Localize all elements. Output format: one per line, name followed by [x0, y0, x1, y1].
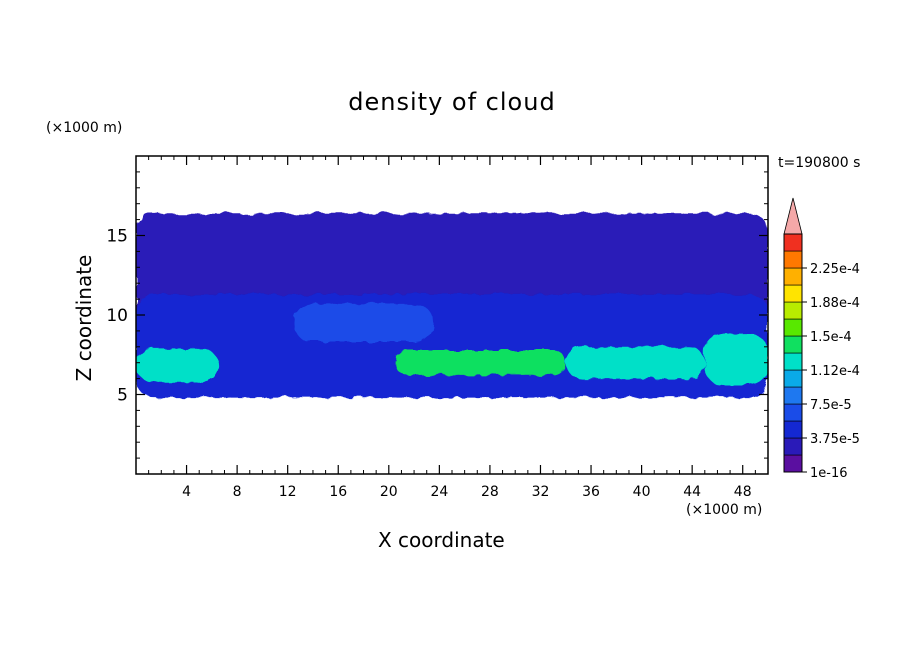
colorbar-label: 1e-16: [810, 466, 848, 481]
y-axis: 5 10 15: [106, 171, 768, 459]
x-tick-label: 4: [182, 484, 191, 500]
y-tick-label: 5: [117, 386, 128, 406]
contour-field: [136, 213, 768, 398]
field-region-6: [565, 346, 705, 379]
x-tick-label: 28: [481, 484, 499, 500]
colorbar-label: 1.88e-4: [810, 296, 860, 311]
field-region-5: [395, 349, 566, 376]
field-region-3: [294, 303, 434, 343]
x-tick-label: 16: [329, 484, 347, 500]
chart-title: density of cloud: [348, 88, 556, 116]
field-region-4: [136, 348, 219, 382]
colorbar-segment: [783, 386, 803, 405]
y-tick-label: 10: [106, 306, 128, 326]
colorbar-extend-arrow: [783, 197, 803, 235]
x-axis-label: X coordinate: [378, 528, 505, 552]
colorbar-segment: [783, 437, 803, 456]
colorbar-segment: [783, 233, 803, 252]
colorbar-label: 1.5e-4: [810, 330, 852, 345]
colorbar-segment: [783, 267, 803, 286]
field-region-2: [136, 294, 768, 398]
colorbar-frame: [783, 233, 803, 473]
colorbar-segment: [783, 369, 803, 388]
y-tick-label: 15: [106, 227, 128, 247]
colorbar-label: 1.12e-4: [810, 364, 860, 379]
x-tick-label: 8: [233, 484, 242, 500]
x-tick-label: 44: [683, 484, 701, 500]
x-unit-label: (×1000 m): [686, 502, 763, 518]
colorbar-label: 3.75e-5: [810, 432, 860, 447]
y-unit-label: (×1000 m): [46, 120, 123, 136]
time-label: t=190800 s: [778, 155, 861, 171]
x-tick-label: 24: [430, 484, 448, 500]
colorbar-label: 2.25e-4: [810, 262, 860, 277]
colorbar-segment: [783, 301, 803, 320]
x-tick-label: 48: [734, 484, 752, 500]
colorbar-segment: [783, 250, 803, 269]
colorbar-label: 7.5e-5: [810, 398, 852, 413]
colorbar-segment: [783, 403, 803, 422]
x-tick-label: 40: [633, 484, 651, 500]
x-tick-label: 20: [380, 484, 398, 500]
colorbar-segment: [783, 284, 803, 303]
x-tick-label: 36: [582, 484, 600, 500]
colorbar-segment: [783, 352, 803, 371]
colorbar-segment: [783, 420, 803, 439]
colorbar-segment: [783, 335, 803, 354]
colorbar-segment: [783, 454, 803, 473]
field-region-7: [704, 334, 768, 385]
x-tick-label: 32: [532, 484, 550, 500]
colorbar-segment: [783, 318, 803, 337]
colorbar: 1e-16 3.75e-5 7.5e-5 1.12e-4 1.5e-4 1.88e-4 2.…: [783, 197, 860, 481]
x-axis: 4 8 12 16 20 24 28 32 36 40 44 48: [148, 156, 756, 500]
x-tick-label: 12: [279, 484, 297, 500]
